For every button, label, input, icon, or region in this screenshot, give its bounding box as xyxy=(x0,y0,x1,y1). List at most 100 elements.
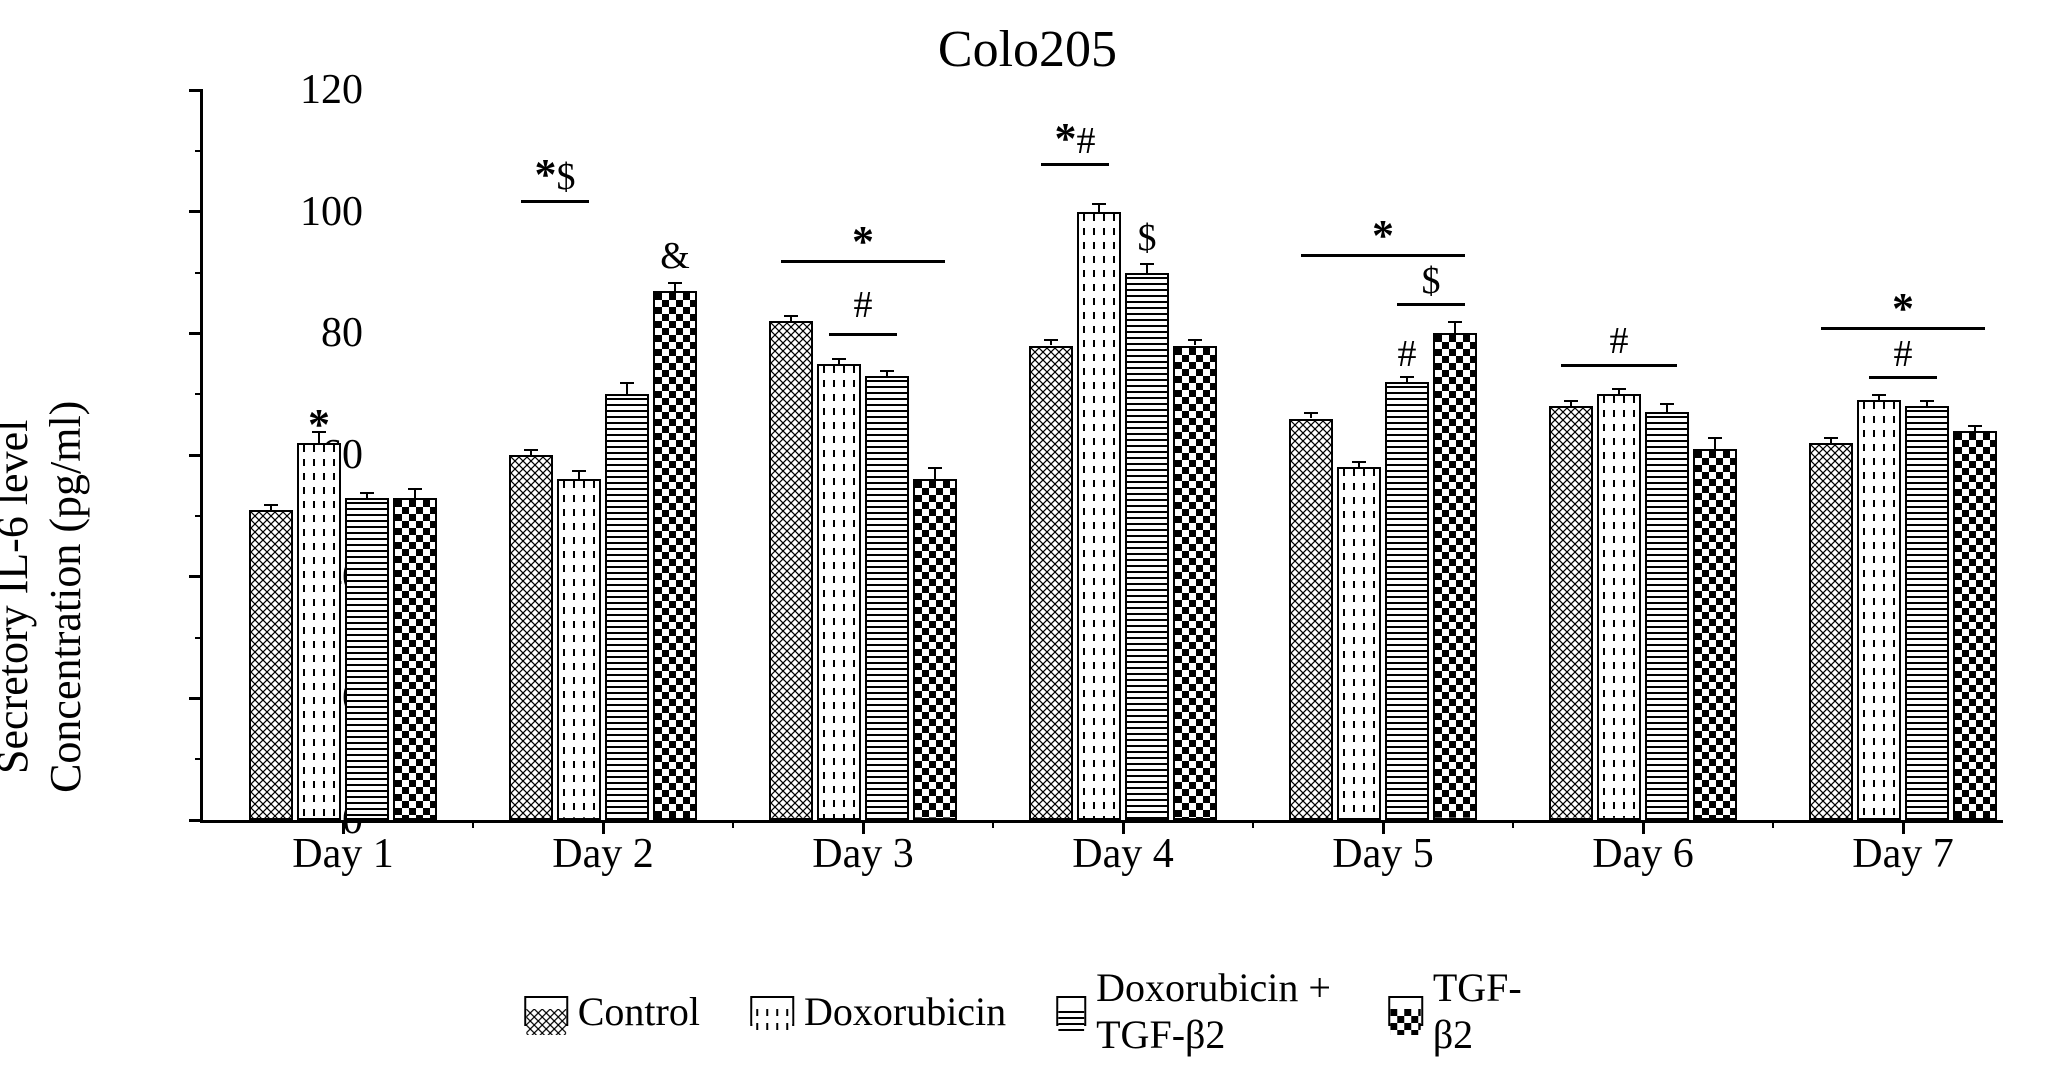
bar xyxy=(1857,400,1901,820)
error-cap xyxy=(524,449,538,451)
error-cap xyxy=(1188,339,1202,341)
x-tick-minor xyxy=(732,820,734,828)
bar xyxy=(1953,431,1997,820)
legend-item: Control xyxy=(524,988,700,1035)
bar xyxy=(1029,346,1073,821)
error-cap xyxy=(1920,400,1934,402)
bar xyxy=(605,394,649,820)
x-tick-minor xyxy=(1252,820,1254,828)
bar xyxy=(1645,412,1689,820)
bar xyxy=(1337,467,1381,820)
y-tick-label: 100 xyxy=(300,188,363,236)
annotation: *# xyxy=(1055,113,1096,164)
bar xyxy=(653,291,697,820)
y-axis-label: Secretory IL-6 level Concentration (pg/m… xyxy=(0,401,93,793)
annotation: * xyxy=(1372,210,1394,261)
bar xyxy=(1289,419,1333,821)
bar xyxy=(1809,443,1853,820)
annotation: # xyxy=(1894,332,1913,376)
error-cap xyxy=(1352,461,1366,463)
error-cap xyxy=(832,358,846,360)
bar xyxy=(557,479,601,820)
bar xyxy=(297,443,341,820)
chart-title: Colo205 xyxy=(938,20,1117,79)
y-tick-minor xyxy=(195,758,203,760)
bar xyxy=(345,498,389,820)
error-cap xyxy=(1400,376,1414,378)
annotation: $ xyxy=(1422,259,1441,303)
annotation: & xyxy=(660,234,690,278)
x-tick-label: Day 6 xyxy=(1592,830,1693,878)
y-tick-minor xyxy=(195,515,203,517)
annotation: # xyxy=(1610,319,1629,363)
error-cap xyxy=(1092,203,1106,205)
bar xyxy=(1693,449,1737,820)
y-tick xyxy=(189,575,203,578)
x-tick-minor xyxy=(992,820,994,828)
y-tick xyxy=(189,89,203,92)
legend-label: Doxorubicin + TGF-β2 xyxy=(1096,964,1338,1058)
y-tick-minor xyxy=(195,150,203,152)
bar xyxy=(1385,382,1429,820)
y-axis-label-line1: Secretory IL-6 level xyxy=(0,420,37,774)
annotation: *$ xyxy=(535,149,576,200)
annotation-line xyxy=(829,333,897,336)
y-tick xyxy=(189,332,203,335)
y-tick xyxy=(189,819,203,822)
error-cap xyxy=(928,467,942,469)
error-cap xyxy=(360,492,374,494)
bar xyxy=(1077,212,1121,820)
y-tick-minor xyxy=(195,393,203,395)
x-tick-label: Day 1 xyxy=(292,830,393,878)
y-tick xyxy=(189,210,203,213)
error-cap xyxy=(408,488,422,490)
bar xyxy=(1433,333,1477,820)
x-tick-minor xyxy=(1772,820,1774,828)
error-cap xyxy=(264,504,278,506)
y-tick-minor xyxy=(195,637,203,639)
legend-label: Doxorubicin xyxy=(804,988,1006,1035)
legend-swatch xyxy=(524,996,568,1026)
bar xyxy=(1597,394,1641,820)
y-tick-label: 120 xyxy=(300,66,363,114)
annotation: # xyxy=(854,283,873,327)
legend-label: TGF-β2 xyxy=(1433,964,1531,1058)
bar xyxy=(865,376,909,820)
bar xyxy=(1905,406,1949,820)
error-cap xyxy=(620,382,634,384)
y-tick xyxy=(189,454,203,457)
error-cap xyxy=(1564,400,1578,402)
error-cap xyxy=(1304,412,1318,414)
bar xyxy=(1173,346,1217,821)
annotation-line xyxy=(1397,303,1465,306)
legend: Control Doxorubicin Doxorubicin + TGF-β2 TG… xyxy=(524,964,1532,1058)
error-cap xyxy=(1448,321,1462,323)
error-cap xyxy=(1872,394,1886,396)
error-cap xyxy=(1140,263,1154,265)
error-cap xyxy=(572,470,586,472)
annotation-line xyxy=(1869,376,1937,379)
error-cap xyxy=(1708,437,1722,439)
annotation: * xyxy=(852,216,874,267)
annotation: * xyxy=(1892,283,1914,334)
x-tick-minor xyxy=(472,820,474,828)
annotation-line xyxy=(1561,364,1677,367)
bar xyxy=(769,321,813,820)
x-tick-label: Day 3 xyxy=(812,830,913,878)
bar xyxy=(817,364,861,820)
legend-item: Doxorubicin + TGF-β2 xyxy=(1056,964,1338,1058)
y-tick-label: 80 xyxy=(321,309,363,357)
bar xyxy=(1125,273,1169,821)
x-tick-minor xyxy=(1512,820,1514,828)
bar xyxy=(393,498,437,820)
plot-area: 020406080100120Day 1Day 2Day 3Day 4Day 5… xyxy=(200,90,2003,823)
annotation: # xyxy=(1398,332,1417,376)
legend-item: Doxorubicin xyxy=(750,988,1006,1035)
x-tick-label: Day 2 xyxy=(552,830,653,878)
annotation: $ xyxy=(1138,216,1157,260)
error-cap xyxy=(1660,403,1674,405)
error-cap xyxy=(880,370,894,372)
bar xyxy=(249,510,293,820)
error-cap xyxy=(1968,425,1982,427)
chart-container: Colo205 Secretory IL-6 level Concentrati… xyxy=(20,20,2035,1068)
